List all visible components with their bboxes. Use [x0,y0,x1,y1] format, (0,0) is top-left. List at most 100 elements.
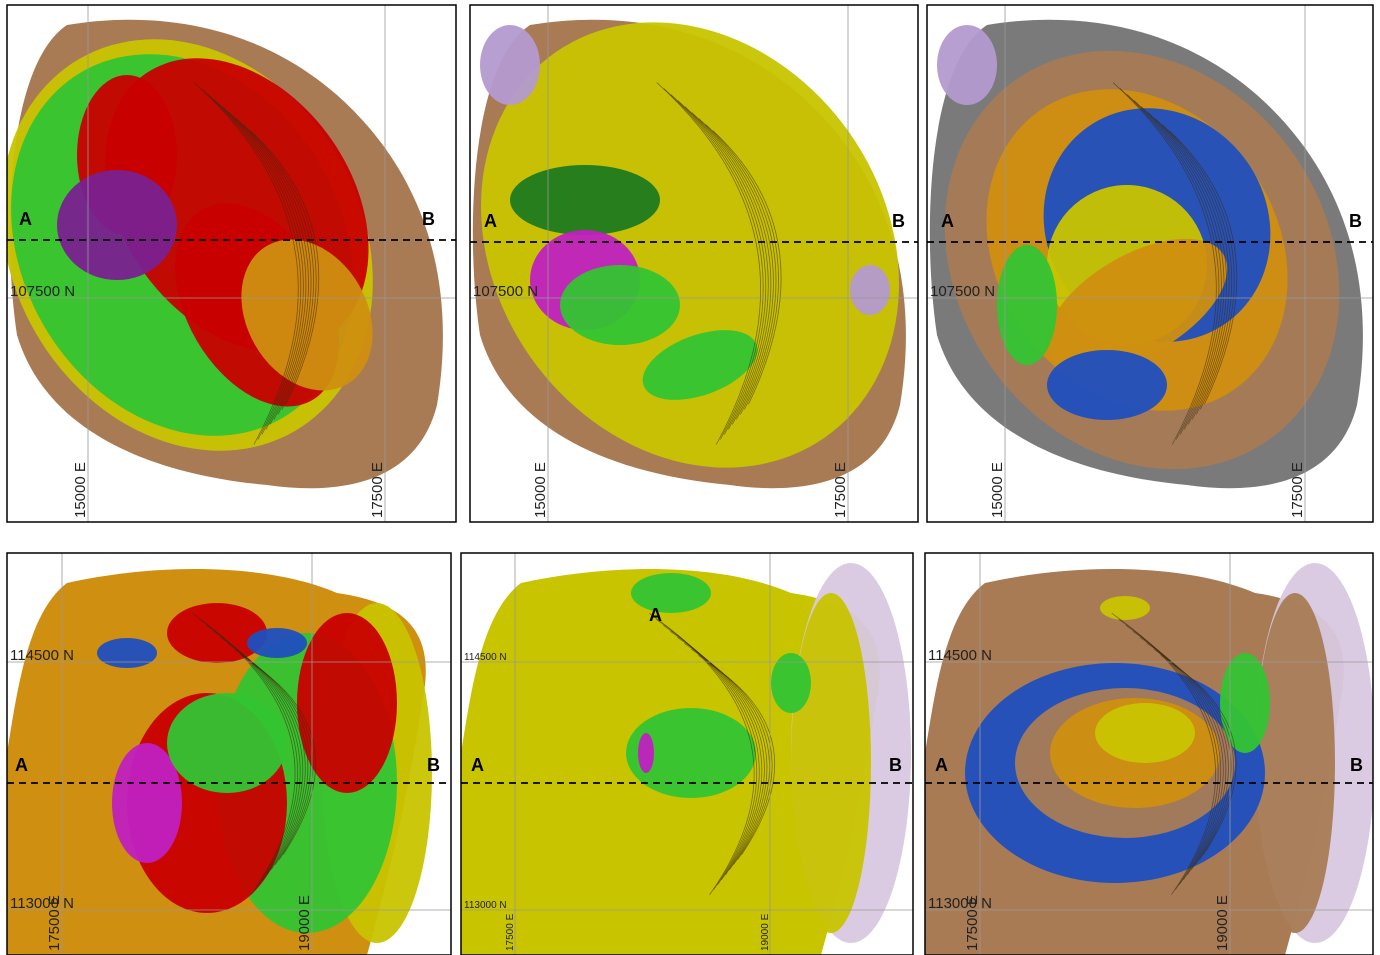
section-end: B [1349,211,1362,231]
domains [937,25,1340,470]
easting-label: 15000 E [989,462,1006,518]
panel-frame [6,4,457,523]
panel-frame [460,552,914,955]
domain-zone [631,573,711,613]
bench-line [1126,94,1222,435]
bench-line [1154,118,1233,415]
easting-label: 15000 E [532,462,549,518]
easting-label: 19000 E [1214,895,1231,951]
bench-line [207,94,304,435]
panel-frame [924,552,1374,955]
northing-label: 107500 N [473,283,538,300]
bench-line [705,124,779,410]
domain-zone [642,330,758,400]
map-panel: A B 107500 N 15000 E 17500 E [6,4,457,523]
pit-surface [925,553,1373,955]
northing-label: 113000 N [10,895,74,912]
domain-zone [791,593,871,933]
section-start: A [19,209,32,229]
domain-zone [112,743,182,863]
bench-line [656,82,761,445]
section-end: B [892,211,905,231]
map-panel: A B 114500 N 113000 N 17500 E 19000 E A [460,552,914,955]
bench-line [684,106,772,425]
domains [965,563,1373,943]
bench-line [704,660,775,855]
bench-line [214,100,307,430]
domain-zone [247,628,307,658]
bench-line [712,130,782,405]
bench-line [1161,124,1235,410]
domain-zone [241,239,373,391]
bench-line [677,100,769,430]
panel-frame [926,4,1374,523]
bench-line [670,94,767,435]
domain-zone [771,653,811,713]
bench-line [242,124,317,410]
pit-surface [461,553,913,955]
northing-label: 113000 N [928,895,992,912]
domain-zone [57,170,177,280]
bench-line [663,88,764,440]
easting-label: 17500 E [505,913,516,951]
domain-zone [1100,596,1150,620]
pit-surface [927,5,1373,522]
bench-line [1147,112,1230,420]
easting-label: 17500 E [964,895,981,951]
bench-line [1140,106,1227,425]
bench-line [1167,660,1237,855]
section-end: B [422,209,435,229]
bench-line [193,82,299,445]
domain-zone [560,265,680,345]
domain-zone [480,22,900,468]
domain-zone [1046,238,1228,372]
easting-label: 19000 E [296,895,313,951]
pit-surface [7,5,456,522]
map-panel: A B 107500 N 15000 E 17500 E [926,4,1374,523]
domain-zone [997,245,1057,365]
easting-label: 15000 E [72,462,89,518]
bench-line [1133,100,1225,430]
domain-zone [167,693,287,793]
northing-label: 114500 N [928,647,992,664]
easting-label: 17500 E [369,462,386,518]
bench-line [1119,88,1220,440]
domain-zone [850,265,890,315]
bench-line [1168,130,1238,405]
domain-zone [510,165,660,235]
domain-zone [480,25,540,105]
section-start: A [484,211,497,231]
domains [626,563,911,943]
map-panel: A B 107500 N 15000 E 17500 E [469,4,919,523]
section-end: B [1350,755,1363,775]
bench-line [221,106,309,425]
domains [480,22,900,468]
bench-line [200,88,302,440]
northing-label: 107500 N [930,283,995,300]
section-start: A [15,755,28,775]
northing-label: 113000 N [464,900,507,911]
panel-frame [6,552,452,955]
pit-surface [7,553,451,955]
domain-zone [937,25,997,105]
annotation: A [649,605,662,625]
pit-surface [470,5,918,522]
bench-line [1112,82,1217,445]
northing-label: 114500 N [464,652,507,663]
northing-label: 107500 N [10,283,75,300]
section-end: B [889,755,902,775]
domain-zone [638,733,654,773]
easting-label: 19000 E [760,913,771,951]
bench-line [698,118,777,415]
domain-zone [97,638,157,668]
panel-frame [469,4,919,523]
domain-zone [626,708,756,798]
domain-zone [1095,703,1195,763]
bench-line [248,660,316,855]
domain-zone [297,613,397,793]
domain-zone [1047,350,1167,420]
domain-zone [1220,653,1270,753]
